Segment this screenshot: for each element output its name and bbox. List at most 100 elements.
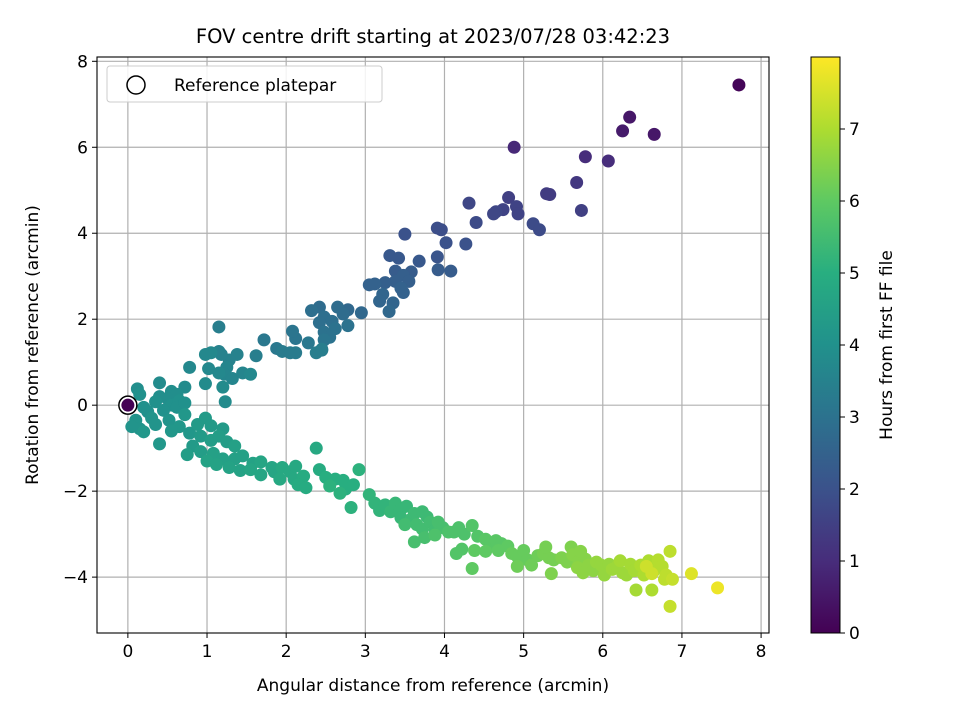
data-point <box>299 481 313 495</box>
data-point <box>162 413 176 427</box>
data-point <box>344 500 358 514</box>
data-point <box>222 461 236 475</box>
data-point <box>236 449 250 463</box>
data-point <box>396 286 410 300</box>
data-point <box>194 429 208 443</box>
data-point <box>459 237 473 251</box>
data-point <box>216 380 230 394</box>
x-tick-label: 3 <box>360 642 371 662</box>
data-points <box>125 78 746 613</box>
data-point <box>333 486 347 500</box>
y-tick-label: 4 <box>77 224 88 244</box>
data-point <box>507 140 521 154</box>
data-point <box>544 567 558 581</box>
colorbar-tick-label: 5 <box>849 264 860 284</box>
data-point <box>663 599 677 613</box>
y-tick-label: 8 <box>77 52 88 72</box>
data-point <box>570 176 584 190</box>
data-point <box>362 278 376 292</box>
data-point <box>525 558 539 572</box>
data-point <box>684 567 698 581</box>
colorbar-tick-label: 2 <box>849 480 860 500</box>
data-point <box>244 463 258 477</box>
data-point <box>336 307 350 321</box>
x-tick-label: 2 <box>281 642 292 662</box>
data-point <box>194 445 208 459</box>
data-point <box>398 227 412 241</box>
data-point <box>479 544 493 558</box>
data-point <box>149 418 163 432</box>
chart-title: FOV centre drift starting at 2023/07/28 … <box>196 25 670 48</box>
colorbar: 0 1 2 3 4 5 6 7 Hours from first FF file <box>810 56 897 644</box>
data-point <box>257 333 271 347</box>
y-axis-label: Rotation from reference (arcmin) <box>23 205 43 485</box>
data-point <box>382 304 396 318</box>
data-point <box>153 437 167 451</box>
data-point <box>407 535 421 549</box>
data-point <box>212 320 226 334</box>
data-point <box>511 207 525 221</box>
data-point <box>543 188 557 202</box>
data-point <box>225 372 239 386</box>
data-point <box>137 425 151 439</box>
data-point <box>665 572 679 586</box>
data-point <box>153 376 167 390</box>
data-point <box>539 540 553 554</box>
data-point <box>178 396 192 410</box>
colorbar-tick-label: 1 <box>849 552 860 572</box>
colorbar-ticks: 0 1 2 3 4 5 6 7 <box>840 120 860 644</box>
x-tick-label: 7 <box>677 642 688 662</box>
x-axis-label: Angular distance from reference (arcmin) <box>257 676 609 696</box>
legend-marker-icon <box>126 75 146 95</box>
data-point <box>218 395 232 409</box>
data-point <box>439 236 453 250</box>
data-point <box>305 304 319 318</box>
data-point <box>198 377 212 391</box>
data-point <box>732 78 746 92</box>
data-point <box>228 439 242 453</box>
data-point <box>434 223 448 237</box>
data-point <box>502 191 516 205</box>
data-point <box>663 544 677 558</box>
data-point <box>204 346 218 360</box>
data-point <box>613 554 627 568</box>
data-point <box>178 408 192 422</box>
data-point <box>210 457 224 471</box>
data-point <box>212 366 226 380</box>
x-axis-ticks: 0 1 2 3 4 5 6 7 8 <box>122 633 766 662</box>
y-tick-label: −4 <box>63 568 88 588</box>
data-point <box>457 527 471 541</box>
data-point <box>204 419 218 433</box>
data-point <box>574 544 588 558</box>
y-tick-label: 2 <box>77 310 88 330</box>
data-point <box>469 215 483 229</box>
reference-platepar-marker <box>118 395 138 415</box>
data-point <box>286 324 300 338</box>
y-axis-ticks: −4 −2 0 2 4 6 8 <box>63 52 97 588</box>
data-point <box>418 531 432 545</box>
data-point <box>273 472 287 486</box>
y-tick-label: −2 <box>63 482 88 502</box>
data-point <box>125 420 139 434</box>
data-point <box>156 403 170 417</box>
data-point <box>309 441 323 455</box>
data-point <box>431 263 445 277</box>
data-point <box>289 459 303 473</box>
data-point <box>444 264 458 278</box>
data-point <box>249 349 263 363</box>
colorbar-tick-label: 3 <box>849 408 860 428</box>
data-point <box>180 448 194 462</box>
data-point <box>214 347 228 361</box>
data-point <box>711 581 725 595</box>
data-point <box>428 528 442 542</box>
data-point <box>487 207 501 221</box>
data-point <box>601 154 615 168</box>
data-point <box>183 360 197 374</box>
legend-box <box>106 65 383 103</box>
colorbar-tick-label: 0 <box>849 624 860 644</box>
x-tick-label: 0 <box>122 642 133 662</box>
data-point <box>283 346 297 360</box>
data-point <box>465 562 479 576</box>
data-point <box>616 124 630 138</box>
